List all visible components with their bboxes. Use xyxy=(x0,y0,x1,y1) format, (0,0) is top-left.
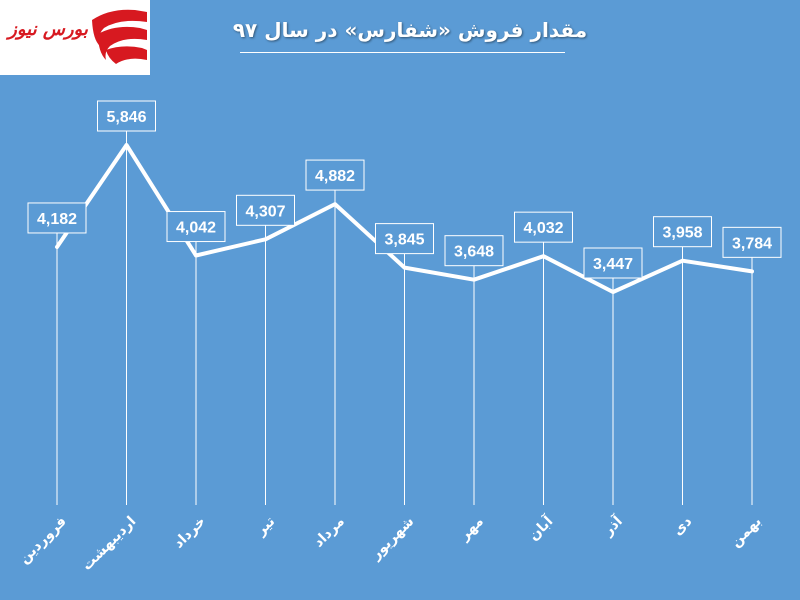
data-label-text: 4,032 xyxy=(523,220,563,237)
data-label: 4,307 xyxy=(236,194,295,240)
data-label-box xyxy=(27,202,87,234)
data-label-text: 3,447 xyxy=(593,256,633,273)
data-label-text: 3,958 xyxy=(662,225,702,242)
x-axis-tick-labels: فروردین اردیبهشت خرداد تیر مرداد شهریور مهر آبا… xyxy=(16,511,765,574)
data-label-box xyxy=(166,211,226,243)
x-tick-label: دی xyxy=(670,514,695,539)
x-tick-label: تیر xyxy=(252,514,278,540)
x-tick-label: اردیبهشت xyxy=(79,514,139,574)
x-tick-label: آبان xyxy=(524,511,557,544)
data-label: 5,846 xyxy=(97,100,156,145)
x-tick-label: آذر xyxy=(598,511,626,539)
data-label-text: 3,784 xyxy=(732,235,772,252)
x-tick-label: مهر xyxy=(456,514,487,545)
data-label-box xyxy=(236,194,295,226)
data-label-box xyxy=(97,100,156,132)
data-label-text: 3,845 xyxy=(384,232,424,249)
chart-title: مقدار فروش «شفارس» در سال ۹۷ xyxy=(232,18,588,42)
data-label: 3,447 xyxy=(583,247,643,292)
data-label: 4,882 xyxy=(305,159,365,205)
x-tick-label: بهمن xyxy=(728,514,765,551)
data-label-text: 4,182 xyxy=(37,211,77,228)
x-tick-label: شهریور xyxy=(367,514,417,564)
data-label: 3,845 xyxy=(375,223,434,268)
data-label-text: 4,307 xyxy=(245,203,285,220)
data-labels: 4,182 5,846 4,042 4,307 4,882 3,845 3,648 4,032… xyxy=(27,100,782,292)
data-label: 4,032 xyxy=(514,211,573,257)
data-label: 3,784 xyxy=(722,226,782,272)
data-label-text: 4,882 xyxy=(315,168,355,185)
x-tick-label: خرداد xyxy=(171,514,209,552)
data-label-box xyxy=(444,235,504,267)
data-label-box xyxy=(305,159,365,191)
data-label: 3,648 xyxy=(444,235,504,280)
x-tick-label: مرداد xyxy=(311,514,348,551)
data-label-text: 4,042 xyxy=(176,220,216,237)
data-label-text: 5,846 xyxy=(106,109,146,126)
logo-text: بورس نیوز xyxy=(5,19,89,40)
data-label: 3,958 xyxy=(653,216,712,261)
x-tick-label: فروردین xyxy=(16,514,70,568)
data-label: 4,182 xyxy=(27,202,87,247)
bourse-news-logo-mark: بورس نیوز xyxy=(5,9,147,64)
data-label-box xyxy=(722,226,782,258)
data-label-box xyxy=(583,247,643,279)
data-label-box xyxy=(375,223,434,255)
drop-lines xyxy=(56,145,753,505)
data-label: 4,042 xyxy=(166,211,226,256)
data-label-box xyxy=(514,211,573,243)
bourse-news-logo: بورس نیوز xyxy=(0,0,150,75)
title-underline xyxy=(240,52,565,53)
data-label-text: 3,648 xyxy=(454,244,494,261)
data-label-box xyxy=(653,216,712,248)
